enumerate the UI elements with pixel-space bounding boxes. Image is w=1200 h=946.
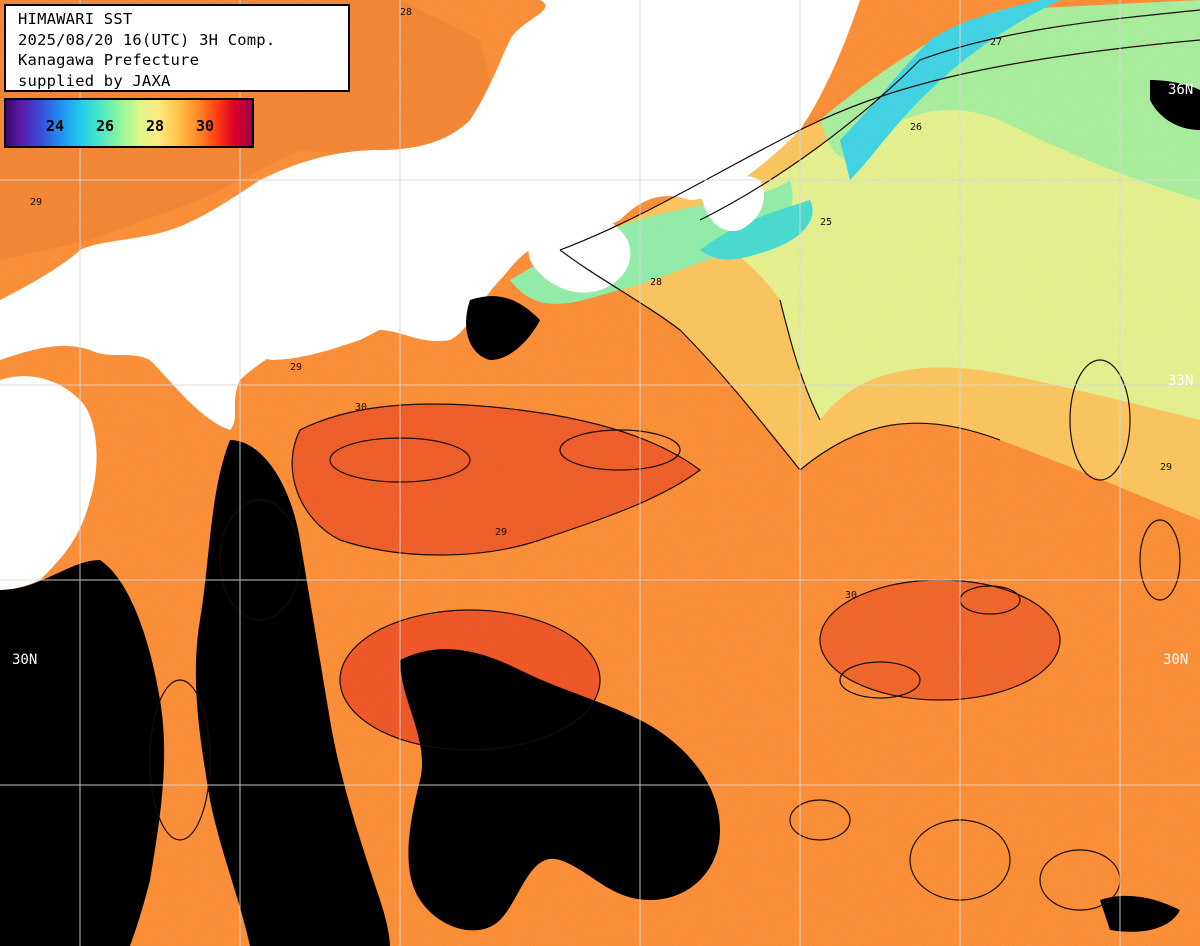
- contour-label: 30: [845, 590, 857, 601]
- contour-label: 30: [355, 402, 367, 413]
- lat-label-33n: 33N: [1168, 373, 1194, 389]
- contour-label: 26: [910, 122, 922, 133]
- contour-label: 29: [1160, 462, 1172, 473]
- scale-tick-30: 30: [196, 117, 215, 135]
- land-shikoku: [246, 240, 435, 360]
- cloud-east-top: [1150, 80, 1200, 130]
- cloud-west: [0, 560, 165, 946]
- contour-label: 29: [30, 197, 42, 208]
- title-box: HIMAWARI SST 2025/08/20 16(UTC) 3H Comp.…: [4, 4, 350, 92]
- contour-label: 28: [400, 7, 412, 18]
- land-kii: [528, 209, 631, 293]
- contour-label: 28: [650, 277, 662, 288]
- contour-label: 25: [820, 217, 832, 228]
- scale-tick-24: 24: [46, 117, 65, 135]
- cloud-kii-bay: [466, 296, 540, 360]
- contour-label-group: 28 29 30 27 26 25 28 29 30 29 29: [30, 7, 1172, 601]
- lat-label-30n-left: 30N: [12, 652, 38, 668]
- scale-tick-26: 26: [96, 117, 115, 135]
- lat-label-36n: 36N: [1168, 82, 1194, 98]
- lat-label-30n-right: 30N: [1163, 652, 1189, 668]
- title-region: Kanagawa Prefecture: [18, 51, 200, 69]
- cloud-band-1: [195, 440, 390, 946]
- contour-label: 29: [290, 362, 302, 373]
- land-kyushu: [0, 376, 97, 590]
- contour-lines: [149, 9, 1200, 911]
- scale-tick-28: 28: [146, 117, 165, 135]
- title-credit: supplied by JAXA: [18, 71, 171, 90]
- title-satellite: HIMAWARI SST: [18, 10, 133, 28]
- land-chugoku: [0, 0, 860, 430]
- temperature-color-scale: 24 26 28 30: [4, 98, 254, 148]
- title-timestamp: 2025/08/20 16(UTC) 3H Comp.: [18, 30, 276, 49]
- contour-label: 27: [990, 37, 1002, 48]
- contour-label: 29: [495, 527, 507, 538]
